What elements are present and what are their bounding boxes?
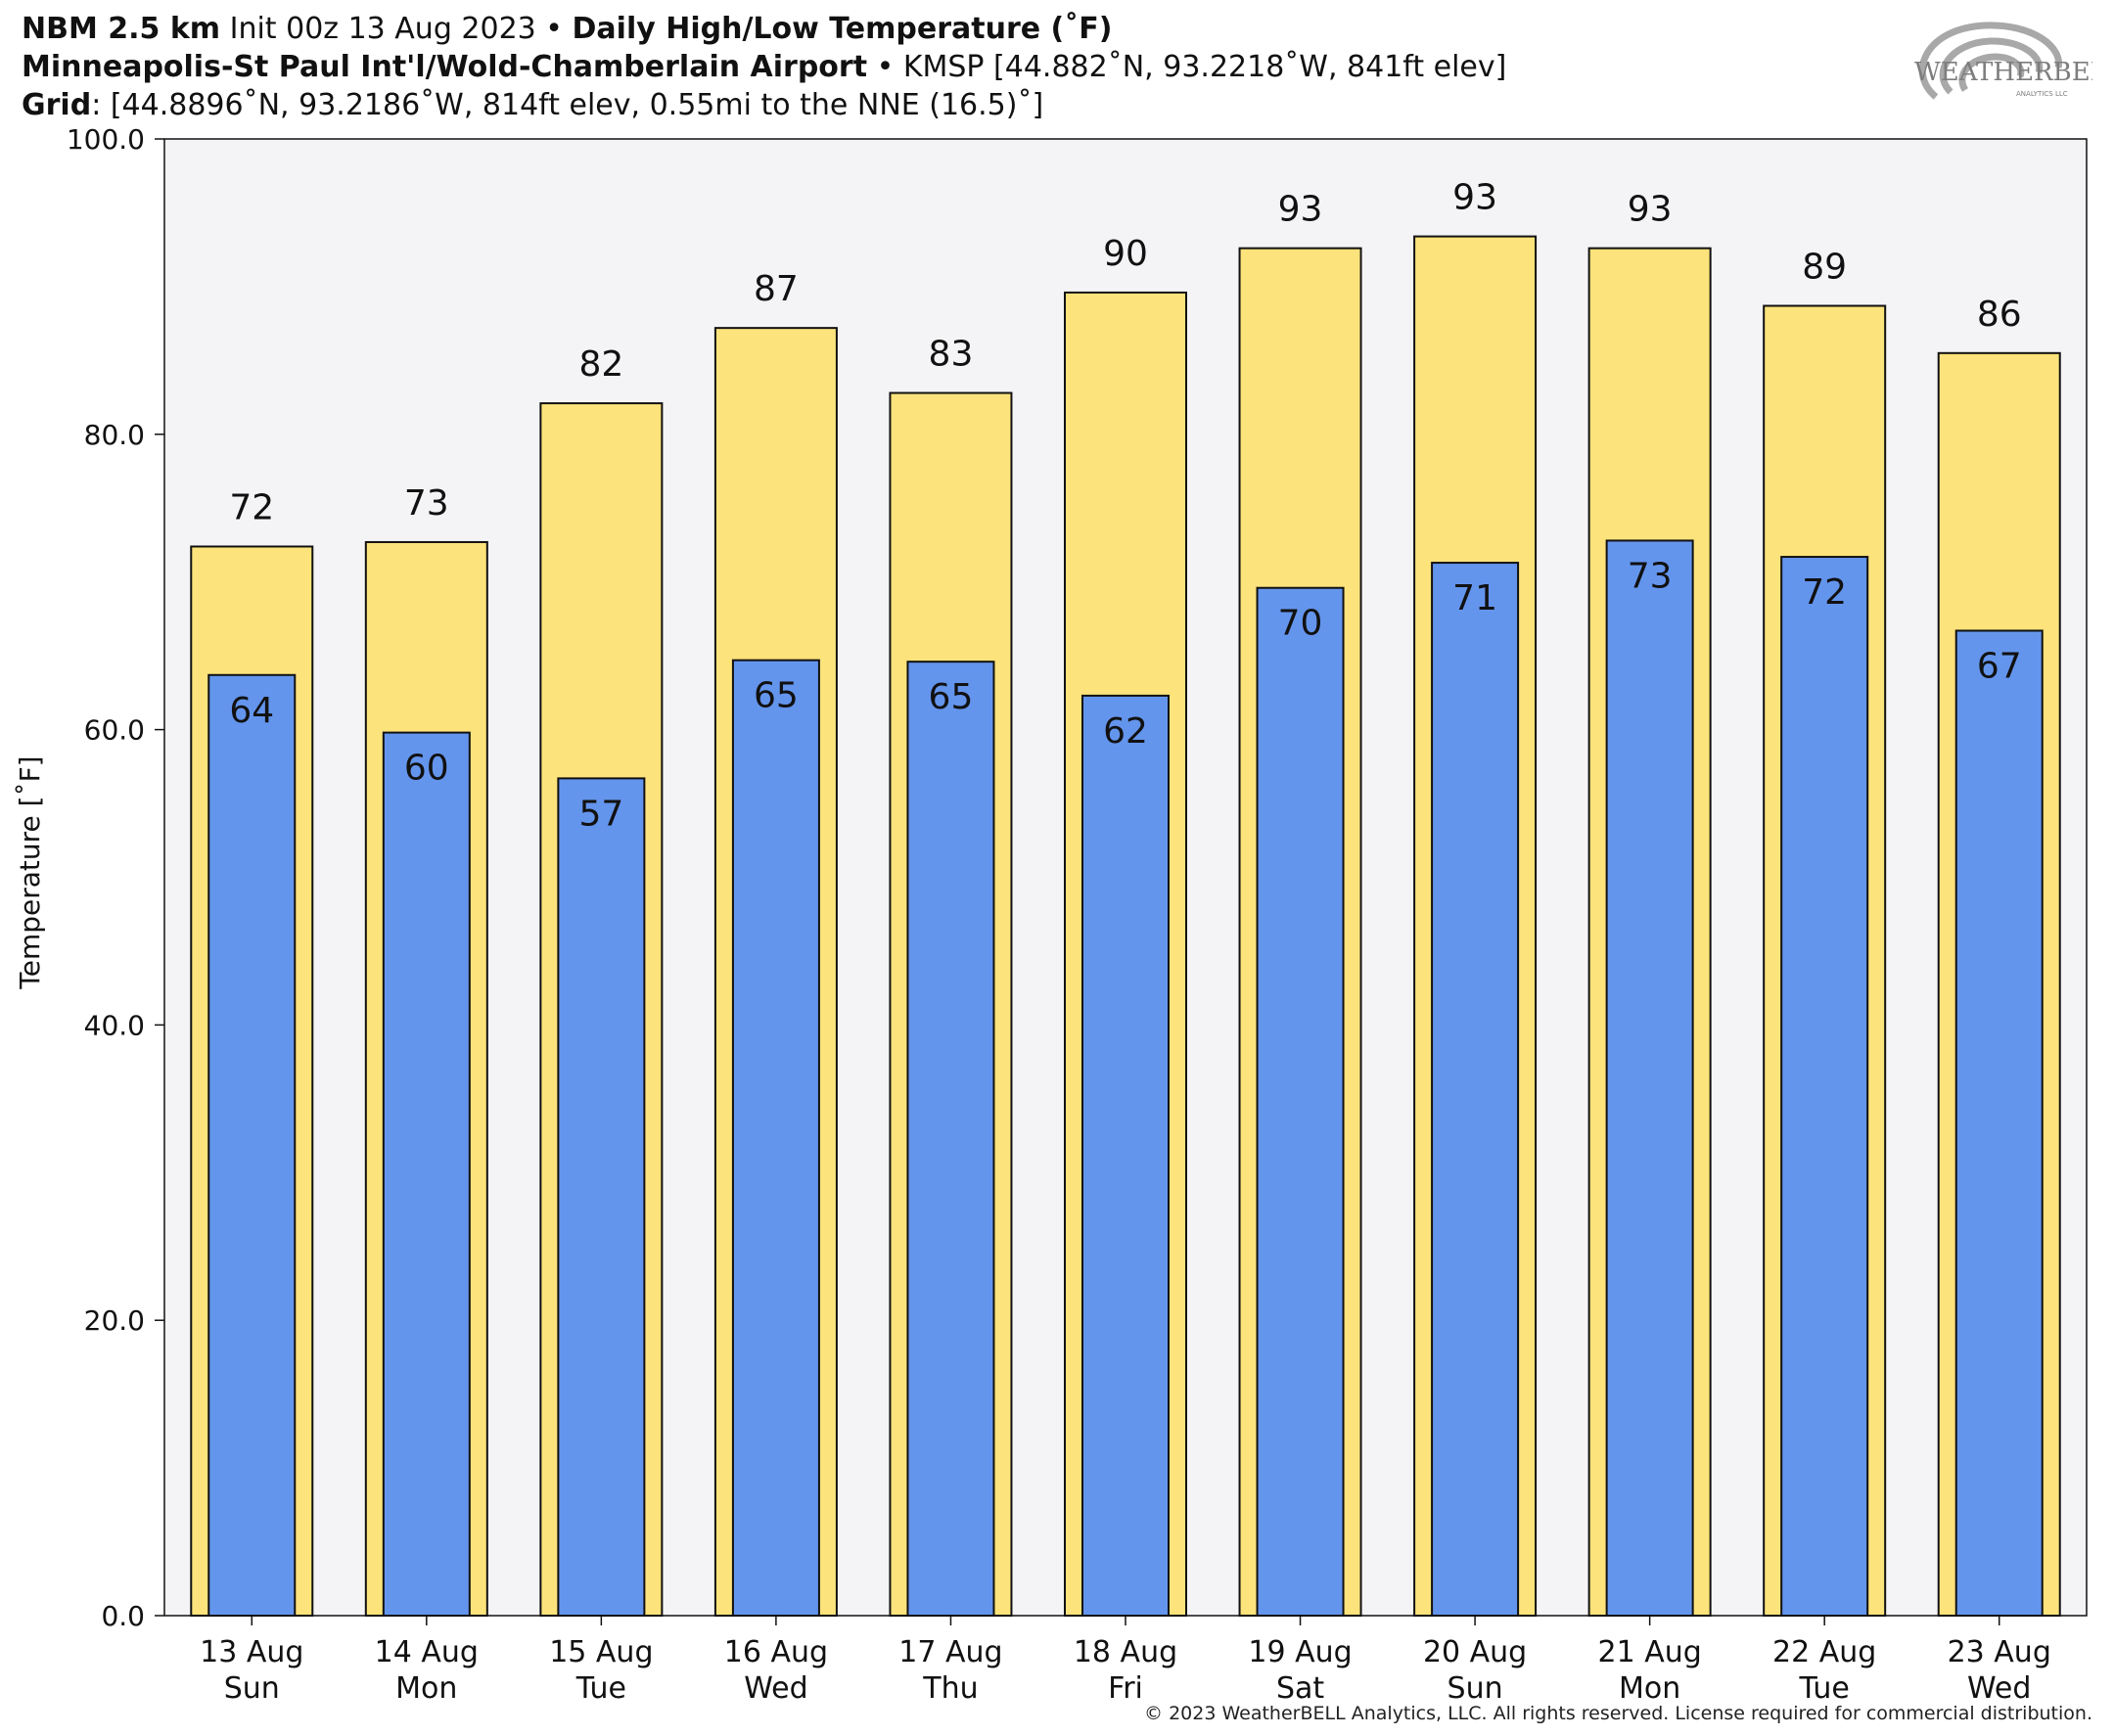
high-temp-label: 89: [1802, 248, 1847, 288]
low-temp-label: 72: [1802, 572, 1847, 613]
high-temp-label: 93: [1452, 178, 1497, 218]
x-tick-label-date: 18 Aug: [1074, 1635, 1177, 1669]
low-temp-bar: [1431, 562, 1520, 1617]
low-temp-label: 64: [229, 691, 274, 731]
logo-wordmark: WEATHERBELL: [1914, 58, 2092, 87]
x-tick-label-day: Tue: [575, 1671, 626, 1706]
high-temp-label: 73: [404, 483, 449, 524]
low-temp-bar: [1780, 556, 1869, 1617]
y-tick-label: 0.0: [101, 1600, 145, 1632]
low-temp-label: 62: [1103, 711, 1148, 752]
x-tick-label-day: Tue: [1799, 1671, 1850, 1706]
y-axis-label: Temperature [˚F]: [14, 755, 46, 989]
x-tick-label-date: 23 Aug: [1948, 1635, 2051, 1669]
x-tick-label-date: 14 Aug: [375, 1635, 479, 1669]
logo-subtext: ANALYTICS LLC: [2016, 90, 2068, 98]
x-tick-label-day: Wed: [1967, 1671, 2031, 1706]
y-tick-label: 80.0: [84, 419, 145, 451]
chart-title-line-3: Grid: [44.8896˚N, 93.2186˚W, 814ft elev,…: [22, 88, 1043, 122]
x-tick-label-date: 13 Aug: [200, 1635, 303, 1669]
low-temp-bar: [906, 661, 995, 1617]
copyright-notice: © 2023 WeatherBELL Analytics, LLC. All r…: [1144, 1703, 2092, 1724]
low-temp-label: 67: [1977, 646, 2022, 686]
high-temp-label: 83: [929, 335, 974, 375]
low-temp-bar: [1954, 629, 2044, 1617]
x-tick-label-day: Sat: [1276, 1671, 1324, 1706]
x-tick-label-day: Sun: [224, 1671, 280, 1706]
model-name: NBM 2.5 km: [22, 12, 221, 46]
bars-group: 72 64 73 60 82 57 87 65 83 65 90 62 93 70 93 71 93 73 89 72…: [190, 178, 2061, 1618]
station-location: • KMSP [44.882˚N, 93.2218˚W, 841ft elev]: [867, 50, 1507, 84]
high-temp-label: 93: [1278, 190, 1323, 230]
x-tick-label-date: 21 Aug: [1597, 1635, 1701, 1669]
low-temp-label: 71: [1452, 578, 1497, 618]
y-axis: 0.0 20.0 40.0 60.0 80.0 100.0: [67, 123, 164, 1632]
x-tick-label-day: Thu: [922, 1671, 978, 1706]
grid-label: Grid: [22, 88, 92, 122]
high-temp-label: 90: [1103, 234, 1148, 274]
product-name: Daily High/Low Temperature (˚F): [572, 12, 1113, 46]
y-tick-label: 60.0: [84, 714, 145, 747]
low-temp-label: 70: [1278, 604, 1323, 644]
low-temp-label: 65: [929, 677, 974, 717]
x-tick-label-date: 17 Aug: [898, 1635, 1002, 1669]
low-temp-label: 73: [1628, 556, 1673, 596]
x-tick-label-date: 19 Aug: [1248, 1635, 1352, 1669]
init-time: Init 00z 13 Aug 2023 •: [220, 12, 573, 46]
low-temp-bar: [382, 731, 471, 1617]
x-tick-label-day: Sun: [1448, 1671, 1503, 1706]
station-name: Minneapolis-St Paul Int'l/Wold-Chamberla…: [22, 50, 868, 84]
low-temp-bar: [207, 673, 297, 1617]
high-temp-label: 72: [229, 487, 274, 527]
x-tick-label-day: Wed: [744, 1671, 807, 1706]
low-temp-bar: [1256, 586, 1345, 1618]
y-tick-label: 100.0: [67, 123, 145, 156]
low-temp-bar: [1605, 539, 1694, 1617]
low-temp-label: 60: [404, 749, 449, 789]
low-temp-bar: [557, 777, 646, 1617]
grid-location: : [44.8896˚N, 93.2186˚W, 814ft elev, 0.5…: [91, 88, 1044, 122]
chart-title-line-1: NBM 2.5 km Init 00z 13 Aug 2023 • Daily …: [22, 12, 1112, 46]
low-temp-bar: [1081, 694, 1170, 1617]
low-temp-label: 65: [754, 676, 799, 716]
x-tick-label-date: 16 Aug: [724, 1635, 828, 1669]
y-tick-label: 20.0: [84, 1304, 145, 1337]
high-temp-label: 82: [578, 344, 623, 385]
x-tick-label-date: 20 Aug: [1423, 1635, 1527, 1669]
y-tick-label: 40.0: [84, 1009, 145, 1041]
chart-title-line-2: Minneapolis-St Paul Int'l/Wold-Chamberla…: [22, 50, 1506, 84]
high-temp-label: 86: [1977, 295, 2022, 335]
high-temp-label: 93: [1628, 190, 1673, 230]
x-tick-label-date: 15 Aug: [549, 1635, 653, 1669]
x-tick-label-day: Mon: [1619, 1671, 1680, 1706]
x-tick-label-date: 22 Aug: [1772, 1635, 1876, 1669]
x-tick-label-day: Fri: [1108, 1671, 1143, 1706]
low-temp-bar: [731, 659, 820, 1617]
low-temp-label: 57: [578, 794, 623, 834]
weatherbell-logo: WEATHERBELL ANALYTICS LLC: [1914, 22, 2092, 100]
x-tick-label-day: Mon: [395, 1671, 457, 1706]
high-temp-label: 87: [754, 269, 799, 309]
